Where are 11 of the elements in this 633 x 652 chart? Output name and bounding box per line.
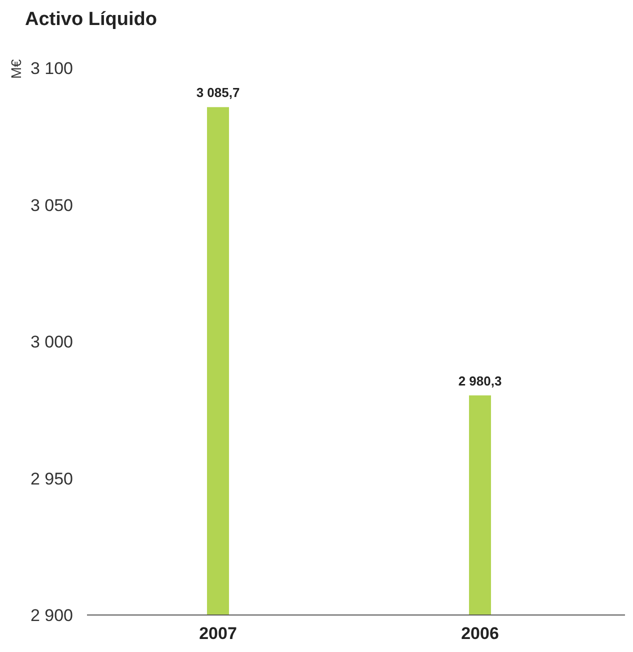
x-tick-label: 2006 — [461, 624, 499, 644]
chart-title: Activo Líquido — [25, 9, 157, 31]
data-label: 3 085,7 — [196, 85, 240, 100]
y-tick-label: 3 000 — [30, 332, 73, 352]
y-tick-label: 3 050 — [30, 196, 73, 215]
y-tick-label: 3 100 — [30, 59, 73, 78]
data-label: 2 980,3 — [458, 373, 502, 388]
y-tick-label: 2 950 — [30, 469, 73, 488]
y-axis-title: M€ — [8, 59, 24, 79]
y-tick-label: 2 900 — [30, 606, 73, 626]
x-tick-label: 2007 — [199, 624, 237, 644]
